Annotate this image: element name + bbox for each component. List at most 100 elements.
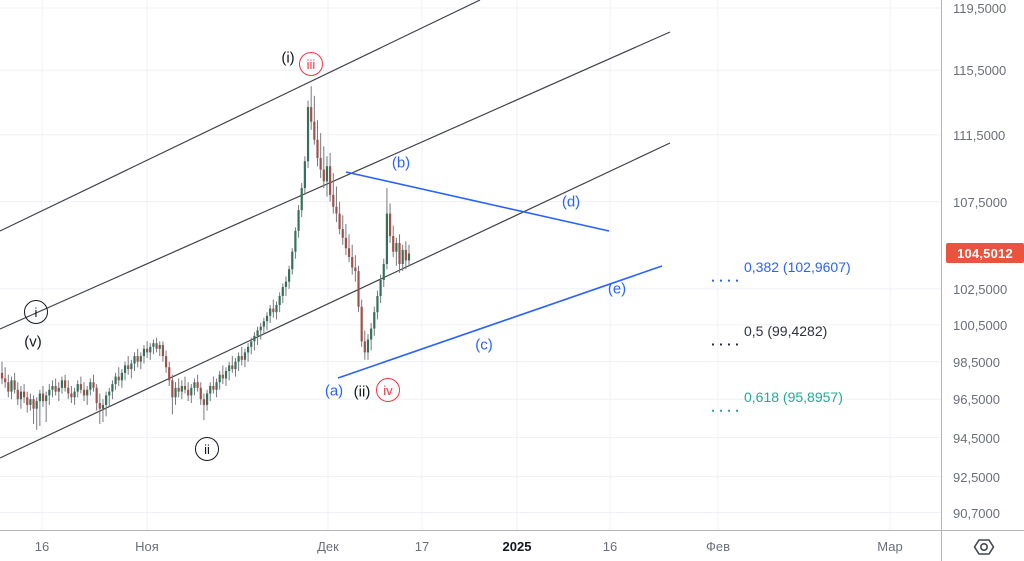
candle — [347, 248, 351, 257]
wave-label-c[interactable]: (c) — [475, 336, 493, 354]
wave-label-b[interactable]: (b) — [391, 154, 411, 172]
candle — [177, 387, 180, 392]
wave-label-d[interactable]: (d) — [561, 193, 581, 211]
candle — [164, 356, 168, 368]
time-tick: 17 — [414, 539, 430, 554]
candle — [139, 356, 142, 362]
candle — [253, 335, 256, 342]
candle — [379, 279, 382, 296]
candle — [79, 384, 82, 390]
candle — [341, 229, 344, 238]
blue-trendlines[interactable] — [337, 171, 663, 379]
candle — [354, 267, 357, 272]
wave-label-i[interactable]: i — [24, 300, 48, 324]
candle — [281, 287, 284, 296]
wave-label-iii[interactable]: iii — [299, 52, 323, 76]
price-axis[interactable]: 119,5000 115,5000 111,5000 107,5000 102,5000… — [941, 0, 1024, 530]
candle — [322, 169, 325, 182]
candle — [101, 404, 105, 409]
candle — [64, 380, 67, 388]
candle — [108, 391, 111, 396]
candle — [7, 382, 10, 392]
candle — [212, 385, 215, 390]
candle — [288, 269, 291, 282]
candle — [291, 251, 294, 270]
candle — [316, 139, 319, 158]
candle — [363, 341, 366, 353]
candle — [174, 387, 177, 398]
candle — [262, 321, 265, 327]
candle — [269, 308, 272, 316]
wave-label-v[interactable]: (v) — [24, 333, 42, 351]
candle — [228, 365, 231, 371]
candle — [382, 263, 385, 280]
candle — [57, 387, 60, 392]
candle — [136, 356, 139, 362]
candle — [70, 393, 73, 398]
candle — [146, 348, 149, 353]
fib-level-label-0_618[interactable]: 0,618 (95,8957) — [744, 388, 843, 405]
candle — [370, 328, 373, 340]
wave-label-i[interactable]: (i) — [281, 49, 295, 67]
candle — [231, 365, 234, 370]
candle — [250, 341, 253, 347]
time-axis[interactable]: 16 Ноя Дек 17 2025 16 Фев Мар — [0, 530, 941, 561]
candle — [26, 397, 29, 405]
candle — [51, 385, 54, 390]
candle — [329, 166, 332, 195]
candle — [366, 339, 370, 353]
price-tick: 111,5000 — [953, 127, 1006, 143]
price-tick: 92,5000 — [953, 469, 1000, 485]
candle — [300, 188, 303, 211]
chart-overlay-labels: (i) iii (b) (d) (e) (c) (a) (ii) iv i (v) ii 0,382 (… — [24, 49, 851, 461]
candle — [111, 384, 114, 392]
candle — [332, 194, 335, 207]
candle — [45, 395, 48, 402]
candle — [133, 356, 136, 364]
candle — [183, 385, 187, 390]
candle — [335, 206, 338, 214]
candle — [392, 236, 395, 252]
gridlines — [0, 0, 941, 530]
candle — [319, 157, 322, 170]
price-scale-settings-button[interactable] — [941, 530, 1024, 561]
fib-level-label-0_5[interactable]: 0,5 (99,4282) — [744, 322, 828, 339]
settings-icon — [973, 538, 994, 555]
candle — [98, 403, 101, 409]
candle — [275, 304, 278, 313]
candle — [86, 389, 89, 396]
wave-label-iv[interactable]: iv — [376, 378, 400, 402]
wave-label-e[interactable]: (e) — [607, 280, 627, 298]
candle — [32, 399, 35, 409]
candle — [187, 389, 190, 396]
candle — [41, 393, 45, 402]
candle — [158, 345, 161, 349]
candle — [376, 295, 379, 313]
fib-level-label-0_382[interactable]: 0,382 (102,9607) — [744, 258, 851, 275]
time-tick: 16 — [602, 539, 618, 554]
candle — [313, 121, 316, 140]
candle — [76, 384, 79, 392]
candle — [120, 372, 123, 381]
candle — [294, 230, 297, 252]
wave-label-ii[interactable]: ii — [195, 437, 219, 461]
candle — [404, 249, 407, 261]
candle — [357, 271, 360, 307]
candle — [407, 253, 411, 261]
candle — [54, 385, 57, 392]
wave-label-ii[interactable]: (ii) — [353, 383, 371, 401]
candle — [265, 315, 269, 322]
wave-label-a[interactable]: (a) — [324, 382, 344, 400]
candle — [338, 213, 341, 230]
price-tick: 90,7000 — [953, 505, 1000, 521]
candle — [92, 382, 95, 388]
candle — [395, 242, 398, 252]
candle — [10, 380, 13, 392]
candle — [48, 389, 51, 396]
candle — [168, 367, 171, 381]
channel-lines[interactable] — [0, 0, 671, 459]
candle — [95, 387, 98, 404]
candle — [73, 391, 76, 398]
